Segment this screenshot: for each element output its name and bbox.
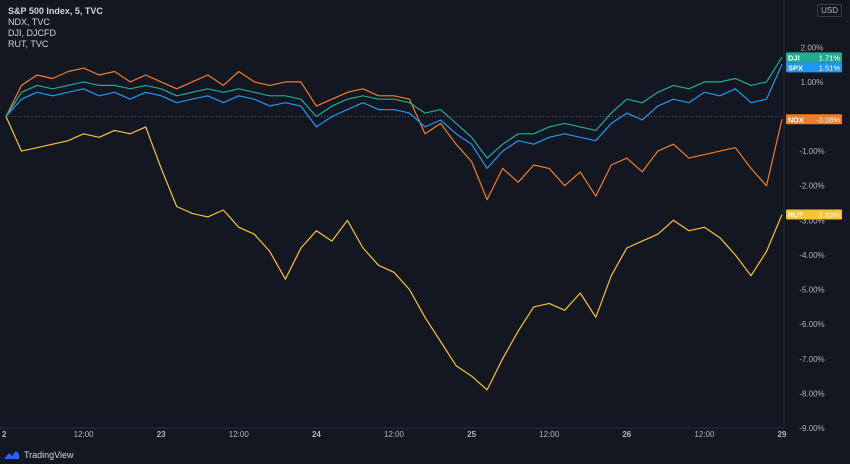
end-label-bg	[786, 209, 842, 220]
y-tick-label: -8.00%	[799, 389, 824, 398]
end-label-dji: DJI 1.71%	[786, 52, 842, 63]
tradingview-brand: TradingView	[24, 450, 74, 460]
series-line-ndx[interactable]	[5, 67, 783, 201]
series-line-rut[interactable]	[5, 116, 783, 391]
legend-main-symbol[interactable]: S&P 500 Index, 5, TVC	[8, 6, 103, 16]
legend-ndx[interactable]: NDX, TVC	[8, 17, 50, 27]
legend-dji[interactable]: DJI, DJCFD	[8, 28, 56, 38]
end-label-name: NDX	[788, 115, 804, 124]
x-tick-label: 24	[312, 430, 321, 439]
y-tick-label: -1.00%	[799, 147, 824, 156]
y-axis: 2.00% 1.00% -1.00% -2.00% -3.00% -4.00% -5.00%…	[799, 43, 824, 433]
end-label-value: 1.71%	[819, 53, 841, 62]
end-label-rut: RUT -2.83%	[786, 209, 842, 220]
end-label-value: -2.83%	[816, 210, 840, 219]
end-label-value: 1.51%	[819, 63, 841, 72]
y-tick-label: -5.00%	[799, 286, 824, 295]
y-tick-label: 1.00%	[801, 78, 824, 87]
series-line-dji[interactable]	[5, 56, 783, 159]
x-tick-label: 25	[467, 430, 476, 439]
y-tick-label: -4.00%	[799, 251, 824, 260]
axis-lines	[0, 0, 785, 429]
x-tick-label: 12:00	[229, 430, 250, 439]
x-tick-label: 12:00	[694, 430, 715, 439]
end-label-spx: SPX 1.51%	[786, 62, 842, 73]
end-label-bg	[786, 114, 842, 125]
y-tick-label: -3.00%	[799, 216, 824, 225]
end-label-bg	[786, 62, 842, 73]
currency-label[interactable]: USD	[817, 4, 842, 17]
end-label-name: DJI	[788, 53, 800, 62]
y-tick-label: -2.00%	[799, 182, 824, 191]
series-end-labels: DJI 1.71% SPX 1.51% NDX -0.08% RUT -2.83%	[786, 52, 842, 220]
x-tick-label: 12:00	[74, 430, 95, 439]
x-tick-label: 23	[157, 430, 166, 439]
x-tick-label: 12:00	[539, 430, 560, 439]
end-label-bg	[786, 52, 842, 63]
y-tick-label: -6.00%	[799, 320, 824, 329]
x-axis: 2 12:00 23 12:00 24 12:00 25 12:00 26 12:00 29	[2, 430, 787, 439]
tradingview-logo-icon	[5, 451, 19, 459]
end-label-value: -0.08%	[816, 115, 840, 124]
y-tick-label: -7.00%	[799, 355, 824, 364]
y-tick-label: 2.00%	[801, 43, 824, 52]
series-line-spx[interactable]	[5, 64, 783, 169]
end-label-name: SPX	[788, 63, 803, 72]
x-tick-label: 2	[2, 430, 7, 439]
tradingview-footer[interactable]: TradingView	[4, 450, 74, 460]
y-tick-label: -9.00%	[799, 424, 824, 433]
legend-rut[interactable]: RUT, TVC	[8, 39, 49, 49]
series-lines	[5, 56, 783, 391]
chart-legend: S&P 500 Index, 5, TVC NDX, TVC DJI, DJCF…	[8, 6, 103, 50]
x-tick-label: 29	[778, 430, 787, 439]
x-tick-label: 12:00	[384, 430, 405, 439]
end-label-name: RUT	[788, 210, 804, 219]
end-label-ndx: NDX -0.08%	[786, 114, 842, 125]
x-tick-label: 26	[622, 430, 631, 439]
